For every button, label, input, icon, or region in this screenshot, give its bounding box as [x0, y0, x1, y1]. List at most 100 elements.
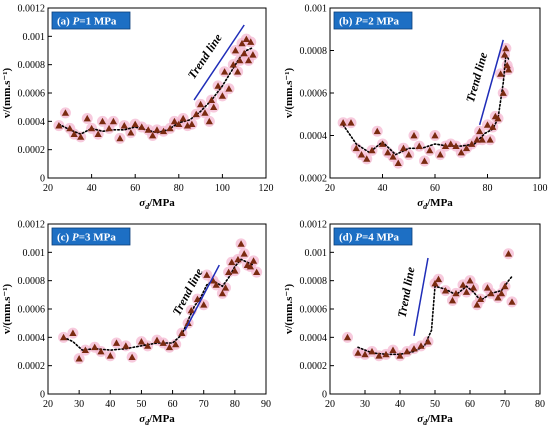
data-point — [192, 110, 200, 118]
panel-title-text: (a) P=1 MPa — [57, 16, 117, 28]
data-point — [399, 144, 408, 152]
data-point — [59, 333, 68, 341]
y-tick-label: 0.0006 — [300, 305, 328, 316]
data-point — [431, 279, 439, 287]
data-point — [382, 350, 390, 358]
data-point — [476, 127, 484, 135]
data-point — [504, 66, 513, 73]
x-tick-label: 80 — [483, 183, 493, 194]
data-point — [55, 121, 63, 129]
data-point — [98, 117, 107, 125]
y-tick-label: 0.001 — [23, 32, 46, 43]
data-point — [434, 275, 443, 283]
data-point — [368, 146, 376, 154]
y-axis-label: v/(mm.s⁻¹) — [283, 67, 295, 118]
data-point — [193, 295, 202, 302]
data-point — [212, 281, 220, 288]
data-point — [457, 148, 465, 156]
data-point — [417, 342, 425, 349]
data-point — [131, 120, 139, 128]
data-point — [415, 142, 423, 150]
y-tick-label: 0.0004 — [300, 333, 328, 344]
data-point — [106, 352, 114, 359]
data-point — [69, 329, 77, 336]
y-tick-label: 0 — [40, 174, 45, 185]
data-point — [473, 136, 481, 143]
data-point — [499, 89, 507, 96]
data-point — [210, 103, 218, 111]
x-tick-label: 80 — [230, 399, 240, 410]
data-point — [159, 339, 167, 346]
x-tick-label: 20 — [43, 399, 53, 410]
x-tick-label: 60 — [130, 183, 140, 194]
data-point — [373, 127, 381, 135]
x-axis-label: σd/MPa — [139, 413, 175, 427]
trend-line — [184, 264, 220, 331]
data-point — [165, 343, 174, 351]
x-tick-label: 70 — [500, 399, 510, 410]
data-point — [486, 136, 494, 143]
panel-title-text: (c) P=3 MPa — [57, 232, 116, 244]
data-point — [441, 142, 450, 150]
data-point — [347, 119, 355, 126]
data-point — [116, 134, 124, 142]
data-point — [384, 148, 392, 156]
data-point — [426, 146, 434, 154]
x-tick-label: 40 — [395, 399, 405, 410]
data-point — [128, 353, 136, 361]
x-tick-label: 70 — [199, 399, 209, 410]
y-tick-label: 0 — [322, 390, 327, 401]
data-point — [70, 130, 78, 137]
y-tick-label: 0.0002 — [18, 145, 46, 156]
data-point — [172, 340, 180, 348]
y-tick-label: 0.0006 — [300, 89, 328, 100]
data-point — [112, 339, 121, 346]
y-tick-label: 0.0008 — [300, 46, 328, 57]
data-point — [228, 258, 236, 266]
data-point — [459, 281, 467, 288]
x-tick-label: 100 — [533, 183, 548, 194]
data-point — [200, 301, 208, 308]
y-tick-label: 0.001 — [305, 4, 328, 15]
x-tick-label: 90 — [261, 399, 271, 410]
data-point — [361, 350, 369, 358]
data-point — [441, 286, 450, 294]
data-point — [234, 68, 242, 75]
y-tick-label: 0.001 — [305, 248, 328, 259]
chart-panel: 20 30 40 50 60 70 80 0 0.0002 0.0004 0.0006 0.0008 0… — [283, 220, 545, 427]
x-tick-label: 120 — [259, 183, 274, 194]
panel-title-box — [333, 11, 413, 30]
data-point — [75, 354, 83, 362]
x-axis-label: σd/MPa — [417, 197, 453, 211]
panel-title: (b) P=2 MPa — [333, 11, 413, 30]
y-tick-label: 0.0004 — [300, 131, 328, 142]
data-point — [97, 347, 105, 355]
data-point — [503, 61, 511, 69]
data-point — [403, 347, 411, 355]
data-point — [221, 284, 230, 291]
data-point — [225, 268, 233, 276]
data-point — [473, 301, 481, 308]
data-point — [229, 61, 237, 68]
data-point — [462, 288, 471, 295]
data-point — [487, 289, 495, 297]
data-point — [188, 120, 196, 128]
data-point — [494, 294, 502, 301]
x-tick-label: 100 — [215, 183, 230, 194]
panel-title: (c) P=3 MPa — [51, 227, 131, 246]
data-point — [249, 257, 258, 264]
data-point — [105, 124, 113, 132]
data-point — [357, 151, 366, 158]
panel-title-text: (d) P=4 MPa — [339, 232, 400, 244]
data-point — [225, 85, 233, 92]
trend-line — [413, 257, 429, 337]
trend-line-label: Trend line — [185, 31, 225, 82]
panel-title-box — [333, 227, 413, 246]
data-point — [236, 56, 244, 64]
data-point — [207, 96, 216, 103]
data-point — [81, 346, 89, 353]
data-point — [410, 131, 418, 139]
x-tick-label: 50 — [430, 399, 440, 410]
y-tick-label: 0.0002 — [18, 361, 46, 372]
x-axis-label: σd/MPa — [417, 413, 453, 427]
